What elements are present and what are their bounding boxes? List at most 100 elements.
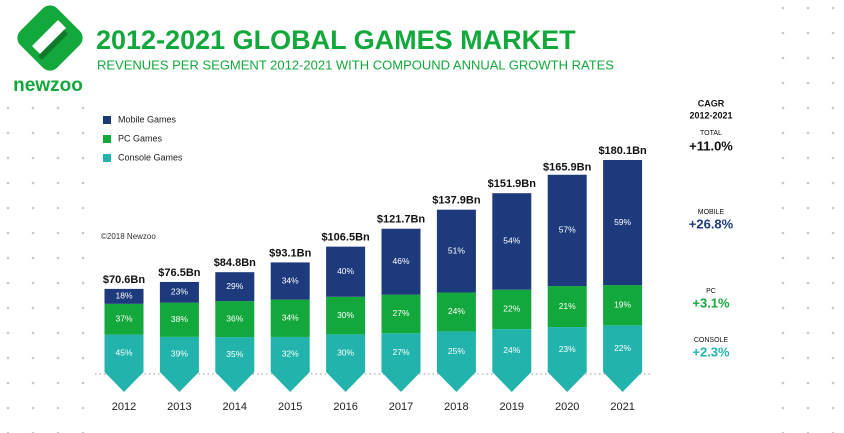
- segment-label: 34%: [282, 313, 299, 323]
- legend-swatch: [103, 135, 111, 143]
- total-label: $165.9Bn: [543, 162, 592, 174]
- segment-label: 35%: [226, 349, 243, 359]
- bar-pointer: [326, 372, 366, 392]
- bar-segment: [381, 228, 421, 295]
- bar-pointer: [270, 372, 310, 392]
- segment-label: 24%: [503, 345, 520, 355]
- subtitle: REVENUES PER SEGMENT 2012-2021 WITH COMP…: [97, 57, 614, 72]
- total-label: $121.7Bn: [377, 214, 426, 226]
- bar-segment: [492, 329, 532, 372]
- cagr-label: PC: [706, 288, 716, 295]
- bar-segment: [436, 209, 476, 293]
- segment-label: 39%: [171, 349, 188, 359]
- cagr-value: +3.1%: [692, 295, 730, 310]
- bar-segment: [436, 331, 476, 372]
- bar-segment: [603, 325, 643, 372]
- cagr-label: CONSOLE: [694, 337, 729, 344]
- segment-label: 25%: [448, 346, 465, 356]
- segment-label: 18%: [115, 291, 132, 301]
- bar-segment: [381, 333, 421, 372]
- x-tick-label: 2019: [500, 401, 524, 413]
- x-tick-label: 2014: [223, 401, 247, 413]
- cagr-period: 2012-2021: [689, 110, 732, 120]
- x-tick-label: 2020: [555, 401, 579, 413]
- bar-pointer: [381, 372, 421, 392]
- copyright: ©2018 Newzoo: [101, 232, 156, 241]
- total-label: $151.9Bn: [488, 178, 537, 190]
- title: 2012-2021 GLOBAL GAMES MARKET: [96, 25, 576, 55]
- bar-pointer: [436, 372, 476, 392]
- bar-pointer: [603, 372, 643, 392]
- segment-label: 30%: [337, 310, 354, 320]
- x-tick-label: 2015: [278, 401, 302, 413]
- bar-segment: [326, 246, 366, 297]
- bar-pointer: [159, 372, 199, 392]
- bar-segment: [436, 292, 476, 332]
- cagr-title: CAGR: [698, 98, 725, 108]
- segment-label: 22%: [503, 304, 520, 314]
- total-label: $137.9Bn: [432, 195, 481, 207]
- segment-label: 54%: [503, 236, 520, 246]
- segment-label: 27%: [392, 347, 409, 357]
- total-label: $180.1Bn: [598, 145, 647, 157]
- bar-segment: [492, 193, 532, 290]
- bar-segment: [270, 262, 310, 300]
- bar-pointer: [104, 372, 144, 392]
- bar-segment: [104, 334, 144, 372]
- segment-label: 36%: [226, 313, 243, 323]
- bar-segment: [603, 160, 643, 286]
- bar-segment: [547, 174, 587, 287]
- x-tick-label: 2012: [112, 401, 136, 413]
- legend-label: Mobile Games: [118, 114, 177, 124]
- bar-segment: [159, 336, 199, 372]
- bar-segment: [215, 272, 255, 302]
- bar-segment: [547, 327, 587, 372]
- bar-segment: [381, 294, 421, 334]
- bar-segment: [270, 299, 310, 337]
- legend-swatch: [103, 154, 111, 162]
- segment-label: 45%: [115, 348, 132, 358]
- segment-label: 23%: [171, 287, 188, 297]
- cagr-label: TOTAL: [700, 130, 722, 137]
- segment-label: 40%: [337, 266, 354, 276]
- dot-pattern: [0, 100, 95, 433]
- bar-segment: [104, 288, 144, 304]
- segment-label: 51%: [448, 245, 465, 255]
- bar-segment: [215, 301, 255, 338]
- total-label: $84.8Bn: [214, 257, 256, 269]
- cagr-value: +2.3%: [692, 344, 730, 359]
- cagr-value: +11.0%: [689, 138, 733, 153]
- total-label: $93.1Bn: [269, 247, 311, 259]
- segment-label: 21%: [559, 301, 576, 311]
- bar-pointer: [547, 372, 587, 392]
- bar-segment: [326, 296, 366, 335]
- bar-segment: [547, 286, 587, 328]
- cagr-value: +26.8%: [689, 216, 734, 231]
- segment-label: 37%: [115, 313, 132, 323]
- x-tick-label: 2013: [167, 401, 191, 413]
- bar-segment: [603, 285, 643, 326]
- total-label: $106.5Bn: [321, 232, 370, 244]
- segment-label: 46%: [392, 256, 409, 266]
- x-tick-label: 2021: [610, 401, 634, 413]
- segment-label: 38%: [171, 314, 188, 324]
- segment-label: 32%: [282, 349, 299, 359]
- total-label: $76.5Bn: [158, 267, 200, 279]
- bar-segment: [326, 334, 366, 372]
- segment-label: 30%: [337, 347, 354, 357]
- legend-label: Console Games: [118, 152, 183, 162]
- segment-label: 19%: [614, 299, 631, 309]
- brand: newzoo: [13, 75, 83, 96]
- segment-label: 22%: [614, 343, 631, 353]
- x-tick-label: 2016: [333, 401, 357, 413]
- segment-label: 59%: [614, 217, 631, 227]
- x-tick-label: 2018: [444, 401, 468, 413]
- bar-segment: [270, 336, 310, 372]
- cagr-label: MOBILE: [698, 209, 725, 216]
- legend-label: PC Games: [118, 133, 163, 143]
- x-tick-label: 2017: [389, 401, 413, 413]
- bar-segment: [492, 289, 532, 330]
- segment-label: 34%: [282, 275, 299, 285]
- logo: newzoo: [13, 5, 83, 96]
- dot-pattern: [770, 0, 844, 433]
